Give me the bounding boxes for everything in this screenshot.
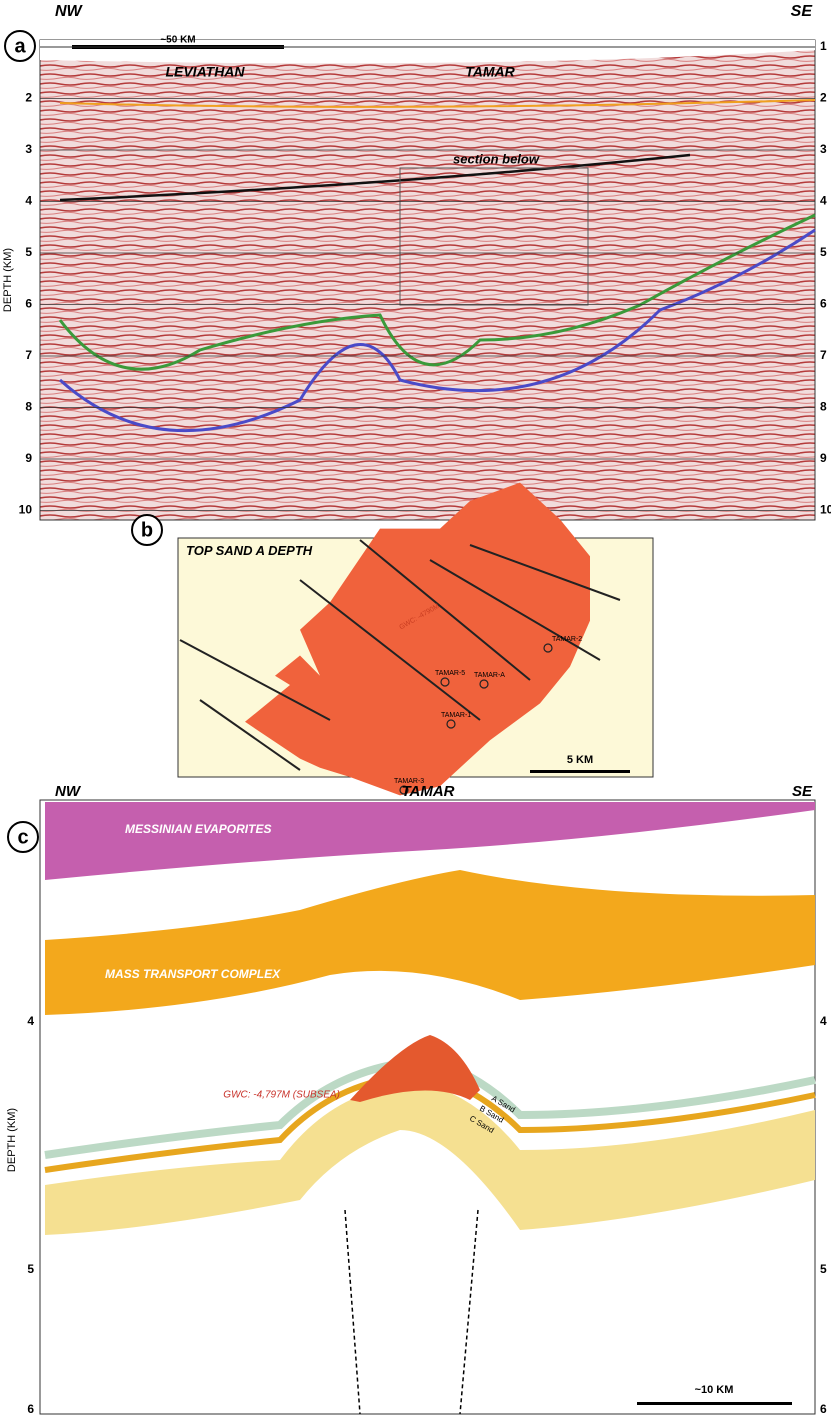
depth-label: 6 (820, 297, 827, 311)
depth-label: 6 (820, 1402, 827, 1416)
label: LEVIATHAN (165, 64, 245, 80)
dir-label: NW (55, 3, 84, 20)
label: TAMAR (465, 64, 515, 80)
scale-label: 5 KM (567, 754, 593, 766)
depth-label: 10 (19, 503, 33, 517)
well-label: TAMAR-A (474, 672, 505, 679)
well-label: TAMAR-2 (552, 636, 582, 643)
depth-label: 9 (25, 451, 32, 465)
dir-label: SE (792, 783, 813, 800)
scale-bar (637, 1402, 792, 1405)
depth-label: 4 (820, 1014, 827, 1028)
panel-a: 1122334455667788991010 NW SE ~50 KM LEVI… (2, 3, 831, 520)
depth-label: 10 (820, 503, 831, 517)
depth-label: 9 (820, 451, 827, 465)
depth-label: 4 (25, 194, 32, 208)
unit-label: MESSINIAN EVAPORITES (125, 822, 271, 836)
map-title: TOP SAND A DEPTH (186, 543, 313, 558)
depth-label: 2 (25, 91, 32, 105)
depth-label: 5 (27, 1262, 34, 1276)
scale-bar (530, 770, 630, 773)
title: TOP SAND A DEPTH (186, 543, 313, 558)
scale-label: ~10 KM (695, 1384, 734, 1396)
depth-label: 4 (820, 194, 827, 208)
depth-label: 6 (25, 297, 32, 311)
panel-letter: b (141, 519, 153, 541)
depth-label: 5 (820, 245, 827, 259)
dir-label: SE (791, 3, 814, 20)
depth-label: 7 (25, 348, 32, 362)
depth-label: 6 (27, 1402, 34, 1416)
depth-label: 2 (820, 91, 827, 105)
scale-label: ~50 KM (160, 35, 195, 46)
panel-letter: c (17, 826, 28, 848)
well-label: TAMAR-5 (435, 670, 465, 677)
panel-b: 5 KM TOP SAND A DEPTH GWC: -4790M TAMAR-… (132, 483, 653, 796)
gwc-label: GWC: -4,797M (SUBSEA) (223, 1090, 340, 1101)
well-label: TAMAR-1 (441, 712, 471, 719)
depth-label: 1 (820, 39, 827, 53)
label: TAMAR (401, 783, 454, 800)
dir-label: NW (55, 783, 82, 800)
depth-label: 4 (27, 1014, 34, 1028)
depth-label: 8 (820, 400, 827, 414)
panel-letter: a (14, 35, 26, 57)
depth-label: 8 (25, 400, 32, 414)
axis-label: DEPTH (KM) (6, 1108, 18, 1172)
figure: 1122334455667788991010 NW SE ~50 KM LEVI… (0, 0, 831, 1416)
seismic-section (40, 40, 815, 520)
depth-label: 3 (820, 142, 827, 156)
depth-label: 3 (25, 142, 32, 156)
depth-label: 7 (820, 348, 827, 362)
box-label: section below (453, 151, 540, 166)
unit-label: MASS TRANSPORT COMPLEX (105, 967, 281, 981)
depth-label: 5 (25, 245, 32, 259)
depth-label: 5 (820, 1262, 827, 1276)
axis-label: DEPTH (KM) (2, 248, 14, 312)
